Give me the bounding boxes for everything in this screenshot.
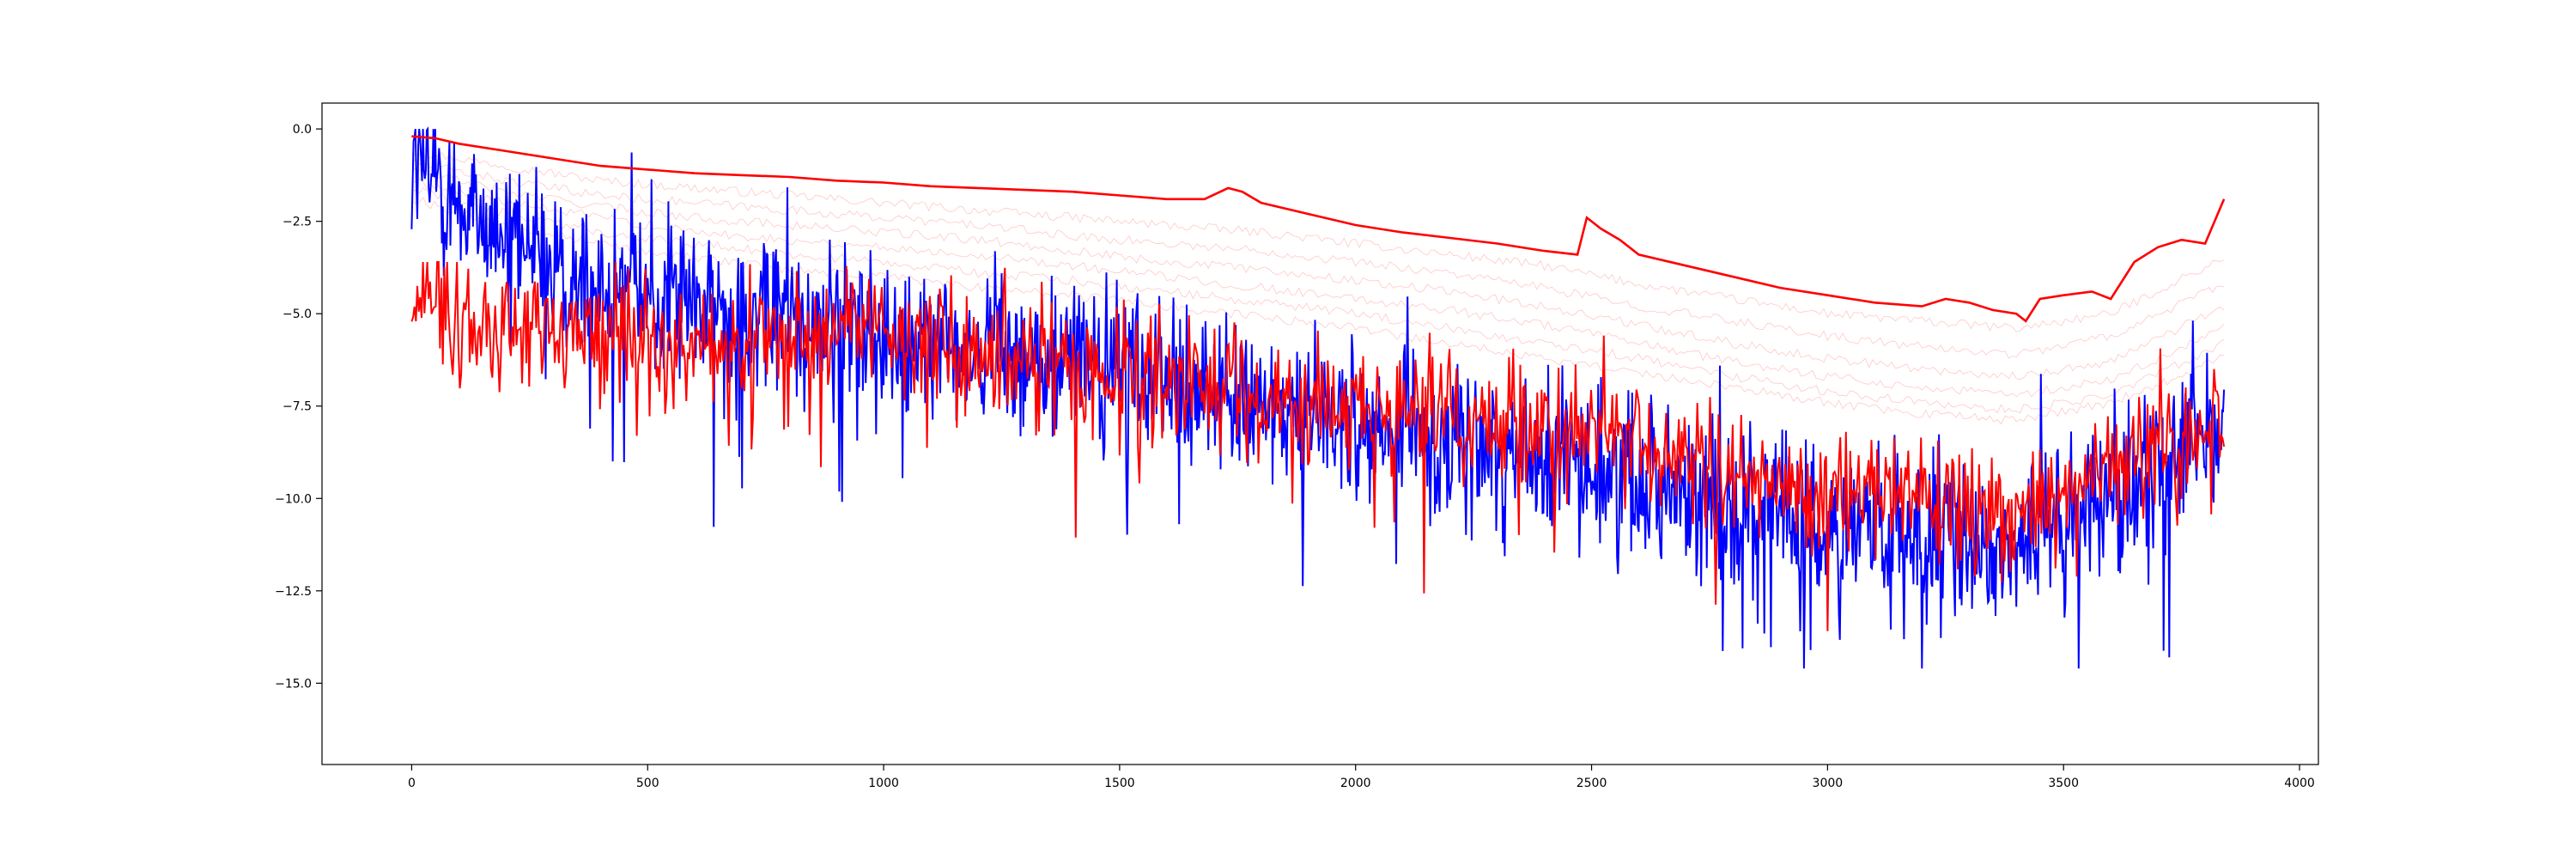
faint-bundle-layer <box>411 152 2225 425</box>
plot-frame <box>321 102 2319 765</box>
faint-bundle-line <box>411 168 2225 381</box>
blue-signal-line <box>410 126 2226 669</box>
signal-layer <box>410 126 2226 669</box>
y-tick-label: −5.0 <box>283 308 312 321</box>
y-tick-label: 0.0 <box>293 123 312 137</box>
envelope-layer <box>411 135 2226 323</box>
y-tick-label: −7.5 <box>283 400 312 414</box>
y-axis: 0.0 −2.5 −5.0 −7.5 −10.0 −12.5 −15.0 <box>275 123 322 691</box>
x-tick-label: 1500 <box>1104 777 1135 790</box>
x-tick-label: 0 <box>408 777 416 790</box>
x-tick-label: 3000 <box>1813 777 1844 790</box>
x-tick-label: 2000 <box>1340 777 1371 790</box>
x-tick-label: 1000 <box>868 777 899 790</box>
faint-bundle-line <box>411 187 2225 414</box>
x-axis: 0 500 1000 1500 2000 2500 3000 3500 4000 <box>408 765 2315 790</box>
x-tick-label: 3500 <box>2048 777 2079 790</box>
x-tick-label: 500 <box>636 777 659 790</box>
y-tick-label: −10.0 <box>275 492 312 506</box>
faint-bundle-line <box>411 158 2225 359</box>
red-signal-line <box>410 261 2226 631</box>
faint-bundle-line <box>411 152 2225 332</box>
faint-bundle-line <box>411 197 2225 425</box>
faint-bundle-line <box>411 178 2225 398</box>
y-tick-label: −15.0 <box>275 677 312 691</box>
x-tick-label: 4000 <box>2284 777 2315 790</box>
y-tick-label: −2.5 <box>283 216 312 229</box>
y-tick-label: −12.5 <box>275 585 312 599</box>
upper-envelope-line <box>411 135 2226 323</box>
x-tick-label: 2500 <box>1577 777 1607 790</box>
